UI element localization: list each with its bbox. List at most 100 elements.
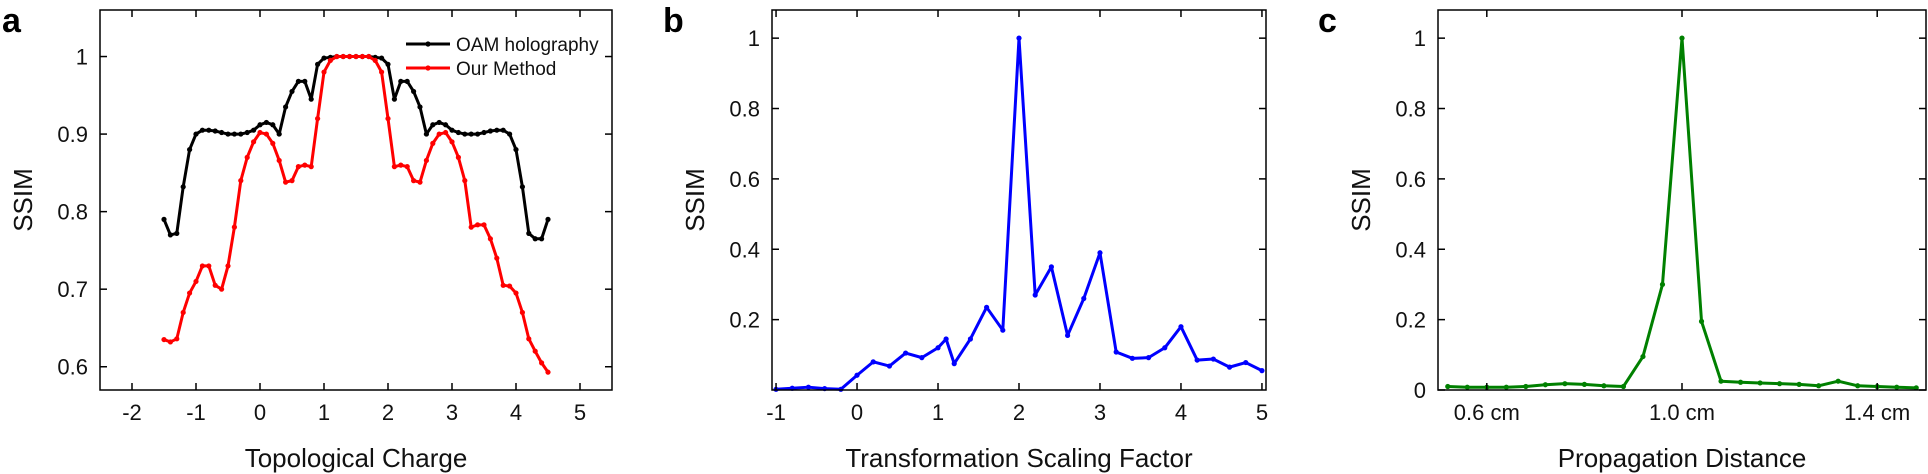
data-point (257, 122, 263, 128)
data-point (494, 127, 500, 133)
data-point (1698, 318, 1705, 324)
x-tick-label: -1 (186, 400, 206, 425)
y-tick-label: 0.6 (1395, 167, 1426, 192)
data-point (263, 131, 269, 137)
data-point (1581, 381, 1587, 387)
data-point (494, 255, 500, 261)
y-tick-label: 0.7 (57, 277, 88, 302)
data-point (379, 69, 385, 75)
data-point (411, 88, 417, 95)
data-point (519, 309, 526, 316)
data-point (1243, 359, 1249, 366)
data-point (385, 61, 391, 67)
y-tick-label: 0.8 (729, 97, 760, 122)
data-point (263, 119, 269, 126)
data-point (481, 222, 487, 228)
data-point (805, 384, 812, 390)
data-point (391, 96, 397, 102)
data-point (1562, 381, 1568, 387)
y-tick-label: 0.9 (57, 122, 88, 147)
x-axis-label: Topological Charge (245, 443, 468, 473)
data-point (238, 131, 244, 137)
data-point (161, 336, 167, 343)
data-point (462, 178, 468, 184)
data-point (430, 122, 436, 128)
data-point (308, 164, 314, 170)
x-tick-label: 0 (254, 400, 266, 425)
data-point (270, 122, 276, 128)
data-point (289, 88, 295, 95)
x-tick-label: 3 (446, 400, 458, 425)
data-point (161, 216, 167, 222)
data-point (225, 263, 231, 269)
data-point (500, 282, 506, 288)
axes-frame (99, 9, 613, 391)
axes-frame (1437, 9, 1927, 391)
legend-label: Our Method (456, 59, 556, 80)
data-point (398, 162, 404, 168)
data-point (398, 78, 404, 84)
y-tick-label: 0.8 (57, 200, 88, 225)
x-tick-label: 2 (382, 400, 394, 425)
data-point (283, 179, 289, 185)
data-point (1048, 264, 1054, 270)
data-point (449, 127, 455, 133)
data-point (935, 345, 941, 351)
data-point (1000, 327, 1006, 333)
data-point (443, 122, 449, 128)
data-point (886, 363, 893, 369)
y-tick-label: 0.4 (1395, 237, 1426, 262)
data-point (1777, 381, 1783, 387)
series-line-1 (1447, 36, 1917, 390)
data-point (206, 127, 212, 133)
data-point (507, 283, 513, 289)
data-point (455, 129, 461, 136)
data-point (167, 339, 173, 345)
x-tick-label: -2 (122, 400, 142, 425)
data-point (487, 236, 493, 242)
data-point (340, 53, 346, 60)
data-point (1835, 378, 1841, 384)
data-point (289, 178, 295, 184)
data-point (193, 131, 199, 137)
data-point (1913, 385, 1919, 391)
data-point (500, 127, 506, 133)
data-point (443, 129, 449, 136)
data-point (423, 131, 429, 137)
legend-marker (425, 41, 431, 47)
x-axis-label: Transformation Scaling Factor (845, 443, 1193, 473)
data-point (283, 104, 289, 110)
data-point (513, 146, 519, 153)
y-tick-label: 1 (76, 45, 88, 70)
y-axis-label: SSIM (8, 168, 38, 232)
data-point (206, 263, 212, 269)
data-point (449, 139, 455, 145)
panel-a-chart: a -2 -1 0 1 2 3 4 5 0.6 0.7 0.8 0.9 1 Topological Char… (2, 2, 613, 473)
data-point (251, 127, 257, 133)
data-point (257, 129, 263, 136)
panel-letter: b (663, 2, 684, 40)
x-tick-label: 0 (851, 400, 863, 425)
data-point (1226, 364, 1233, 370)
data-point (455, 154, 461, 160)
data-point (315, 115, 321, 122)
data-point (468, 131, 474, 137)
data-point (1464, 384, 1470, 390)
data-point (1718, 378, 1724, 384)
data-point (475, 131, 481, 137)
data-point (1097, 250, 1103, 256)
data-point (967, 336, 974, 342)
data-point (1855, 383, 1861, 389)
data-point (1129, 355, 1135, 361)
x-tick-label: 5 (1256, 400, 1268, 425)
data-point (943, 336, 949, 342)
y-tick-label: 1 (748, 26, 760, 51)
data-point (1259, 368, 1265, 374)
data-point (545, 216, 551, 222)
data-point (1640, 353, 1646, 360)
data-point (423, 157, 429, 164)
data-point (353, 53, 359, 60)
data-point (1542, 382, 1548, 388)
data-point (1016, 35, 1022, 41)
y-tick-label: 0.2 (729, 308, 760, 333)
